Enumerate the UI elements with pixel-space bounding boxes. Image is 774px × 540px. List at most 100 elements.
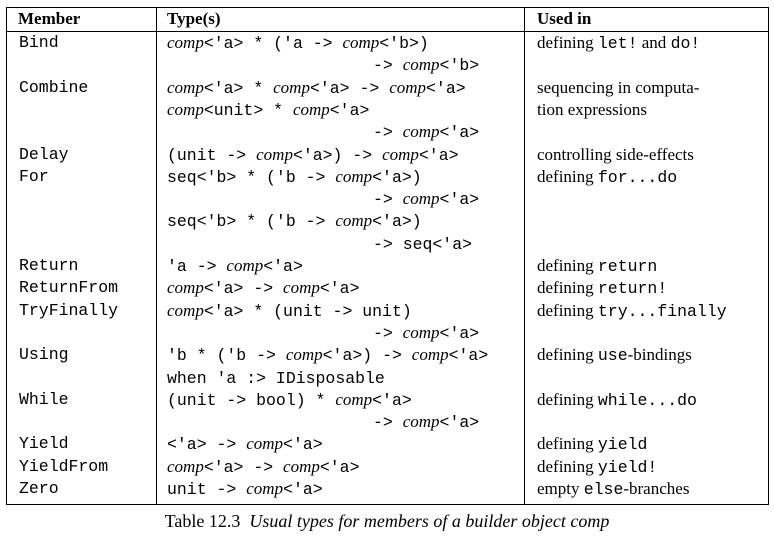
text-segment: else [583,480,624,499]
text-segment: comp [292,99,330,119]
type-signature-line: comp<'a> -> comp<'a> [167,456,359,478]
text-segment: <'b>) [379,34,429,53]
used-in-line: sequencing in computa- [537,77,699,99]
text-segment: comp [402,322,440,342]
text-segment: -> [373,413,403,433]
type-signature-line: comp<'a> * comp<'a> -> comp<'a> [167,77,466,99]
type-signature-line: unit -> comp<'a> [167,478,323,500]
text-segment: <'a>) [372,167,422,187]
used-in-line: defining yield [537,433,647,455]
text-segment: yield [597,435,648,455]
text-segment: comp [167,300,204,320]
type-signature-line: 'b * ('b -> comp<'a>) -> comp<'a> [167,344,488,366]
text-segment: defining [537,33,598,52]
used-in-line: defining try...finally [537,300,727,322]
text-segment: <'a> -> [203,457,284,477]
text-segment: yield! [597,457,658,477]
text-segment: unit -> [167,480,247,499]
text-segment: defining [537,345,598,365]
text-segment: comp [402,412,440,432]
text-segment: try...finally [597,301,727,321]
text-segment: for...do [597,167,678,187]
text-segment: <'a> [448,346,489,366]
text-segment: comp [167,278,204,298]
used-in-line: defining let! and do! [537,32,700,54]
text-segment: comp [335,211,373,231]
member-name: For [19,166,49,186]
text-segment: <'a> [329,100,370,120]
text-segment: comp [167,456,204,476]
text-segment: comp [283,278,320,298]
text-segment: comp [335,166,373,186]
member-name: Return [19,256,79,275]
text-segment: <'a> -> [309,78,390,98]
used-in-line: tion expressions [537,99,647,121]
text-segment: <'b> [439,56,480,76]
text-segment: do! [670,34,701,53]
text-segment: <'a> -> [203,279,284,299]
table-header-row [7,8,768,32]
text-segment: <'a> * (unit -> unit) [203,301,412,321]
text-segment: -> [373,323,403,343]
text-segment: comp [256,144,293,164]
member-name: Yield [19,434,69,454]
header-used-in: Used in [537,9,592,28]
text-segment: 'b * ('b -> [167,346,286,366]
text-segment: (unit -> bool) * [167,390,336,410]
text-segment: -> [373,190,403,210]
builder-members-table: Member Type(s) Used in Bind comp<'a> * ('… [6,7,769,505]
type-signature-line: comp<'a> -> comp<'a> [167,277,359,299]
text-segment: tion expressions [537,99,648,119]
used-in-line: defining use-bindings [537,344,692,366]
table-caption: Table 12.3 Usual types for members of a … [0,509,774,533]
member-name: TryFinally [19,300,119,320]
text-segment: <'a> * [203,78,274,98]
text-segment: <'a> [283,435,323,455]
type-signature-line: comp<'a> * (unit -> unit) [167,300,412,322]
header-types: Type(s) [167,9,221,28]
text-segment: <'a> [418,145,459,165]
text-segment: comp [285,345,323,365]
text-segment: <'a>) [372,212,422,232]
type-signature-line: -> comp<'a> [373,322,479,344]
text-segment: -> seq<'a> [373,234,473,254]
text-segment: controlling side-effects [537,144,694,164]
text-segment: and [637,33,671,52]
text-segment: <'a> [319,457,360,477]
type-signature-line: 'a -> comp<'a> [167,255,303,277]
type-signature-line: when 'a :> IDisposable [167,367,385,389]
text-segment: 'a -> [167,257,227,276]
used-in-line: defining yield! [537,456,657,478]
text-segment: -branches [623,479,690,498]
type-signature-line: comp<unit> * comp<'a> [167,99,369,121]
text-segment: defining [537,456,598,476]
text-segment: comp [389,77,427,97]
type-signature-line: seq<'b> * ('b -> comp<'a>) [167,166,422,188]
header-member: Member [18,9,81,28]
text-segment: comp [226,256,264,275]
text-segment: <'a> -> [167,435,247,455]
text-segment: <'a> [372,390,412,410]
text-segment: comp [402,189,440,209]
text-segment: defining [537,256,598,275]
text-segment: comp [402,55,440,75]
type-signature-line: -> seq<'a> [373,233,472,255]
text-segment: comp [402,122,440,142]
text-segment: defining [537,166,598,186]
text-segment: <'a> [439,190,480,210]
type-signature-line: seq<'b> * ('b -> comp<'a>) [167,210,422,232]
text-segment: seq<'b> * ('b -> [167,212,336,232]
text-segment: use [597,346,628,366]
used-in-line: controlling side-effects [537,144,694,166]
member-name: While [19,389,69,409]
text-segment: return! [597,279,668,299]
type-signature-line: comp<'a> * ('a -> comp<'b>) [167,32,429,54]
type-signature-line: -> comp<'a> [373,121,479,143]
type-signature-line: (unit -> bool) * comp<'a> [167,389,412,411]
text-segment: <'a> [319,279,360,299]
used-in-line: defining return! [537,277,667,299]
member-name: Delay [19,144,69,164]
text-segment: when 'a :> IDisposable [167,368,385,388]
text-segment: comp [167,99,204,119]
text-segment: comp [335,389,373,409]
